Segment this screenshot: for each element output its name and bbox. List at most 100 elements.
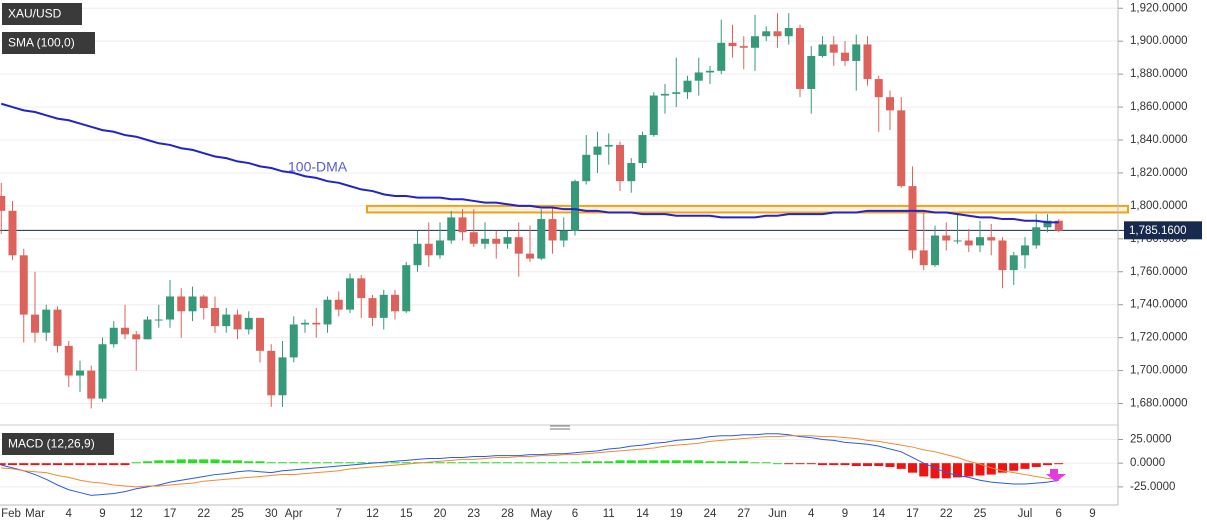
x-tick-label: 9 bbox=[1089, 508, 1095, 520]
candle-body bbox=[514, 237, 523, 254]
histogram-bar bbox=[716, 461, 726, 464]
y-tick-label: 25.0000 bbox=[1130, 434, 1172, 446]
symbol-label: XAU/USD bbox=[8, 7, 62, 21]
candle-body bbox=[278, 357, 287, 396]
resistance-zone bbox=[366, 204, 1129, 214]
x-tick-label: 25 bbox=[231, 508, 244, 520]
candle-body bbox=[64, 345, 73, 376]
histogram-bar bbox=[593, 461, 602, 464]
histogram-bar bbox=[728, 461, 737, 464]
y-tick-label: 1,700.0000 bbox=[1130, 365, 1188, 377]
candle-body bbox=[751, 36, 759, 48]
last-price-label: 1,785.1600 bbox=[1129, 225, 1187, 237]
histogram-bar bbox=[64, 463, 74, 466]
y-tick-label: 0.0000 bbox=[1130, 457, 1165, 469]
x-tick-label: 22 bbox=[940, 508, 953, 520]
candle-body bbox=[897, 110, 906, 187]
histogram-bar bbox=[98, 463, 107, 466]
x-tick-label: 9 bbox=[842, 508, 848, 520]
trend-arrow bbox=[1046, 469, 1066, 482]
histogram-bar bbox=[694, 460, 704, 464]
histogram-bar bbox=[908, 463, 917, 473]
histogram-bar bbox=[941, 463, 951, 479]
histogram-bar bbox=[548, 462, 557, 464]
candle-body bbox=[829, 44, 838, 53]
histogram-bar bbox=[660, 460, 670, 464]
candle-body bbox=[503, 237, 512, 244]
histogram-bar bbox=[761, 462, 771, 464]
x-tick-label: 20 bbox=[434, 508, 447, 520]
candle-body bbox=[188, 296, 197, 312]
x-tick-label: 14 bbox=[872, 508, 885, 520]
candle-body bbox=[931, 235, 939, 266]
candle-body bbox=[481, 238, 489, 244]
x-tick-label: 7 bbox=[336, 508, 342, 520]
histogram-bar bbox=[131, 462, 141, 464]
candle-body bbox=[683, 80, 692, 93]
histogram-bar bbox=[266, 462, 276, 464]
histogram-bar bbox=[255, 461, 265, 464]
y-tick-label: 1,900.0000 bbox=[1130, 35, 1188, 47]
candle-body bbox=[334, 299, 343, 310]
histogram-bar bbox=[536, 462, 546, 464]
y-tick-label: 1,680.0000 bbox=[1130, 398, 1188, 410]
histogram-bar bbox=[953, 463, 962, 478]
histogram-bar bbox=[435, 462, 445, 464]
candle-body bbox=[616, 144, 624, 182]
candle-body bbox=[301, 322, 309, 325]
candle-body bbox=[784, 28, 793, 37]
histogram-bar bbox=[615, 460, 625, 464]
histogram-bar bbox=[818, 463, 827, 466]
histogram-bar bbox=[210, 459, 220, 464]
candle-body bbox=[244, 317, 253, 330]
y-tick-label: 1,740.0000 bbox=[1130, 299, 1188, 311]
histogram-bar bbox=[829, 463, 839, 466]
candle-body bbox=[571, 181, 579, 231]
candle-body bbox=[627, 163, 636, 182]
candle-body bbox=[492, 238, 501, 244]
candle-body bbox=[8, 210, 17, 256]
histogram-bar bbox=[390, 462, 400, 464]
labels-layer: XAU/USD SMA (100,0) MACD (12,26,9) 100-D… bbox=[1, 2, 1202, 520]
histogram-bar bbox=[604, 461, 614, 464]
histogram-bar bbox=[278, 462, 287, 464]
histogram-bar bbox=[154, 460, 164, 464]
y-tick-label: 1,880.0000 bbox=[1130, 68, 1188, 80]
histogram-bar bbox=[143, 461, 152, 464]
histogram-bar bbox=[683, 460, 692, 464]
histogram-bar bbox=[964, 463, 974, 477]
candle-body bbox=[773, 31, 782, 37]
histogram-bar bbox=[896, 463, 906, 469]
x-tick-label: 12 bbox=[130, 508, 143, 520]
histogram-bar bbox=[323, 462, 332, 464]
indicator-box bbox=[2, 32, 95, 54]
candle-body bbox=[1009, 255, 1018, 271]
candle-body bbox=[987, 237, 996, 241]
sma-line bbox=[0, 102, 1059, 224]
candle-body bbox=[807, 56, 816, 89]
histogram-bar bbox=[0, 463, 6, 466]
candle-body bbox=[76, 370, 84, 376]
x-tick-label: 6 bbox=[1056, 508, 1062, 520]
histogram-bar bbox=[75, 463, 85, 466]
histogram-bar bbox=[795, 463, 805, 465]
histogram-bar bbox=[345, 462, 355, 464]
x-tick-label: 11 bbox=[603, 508, 615, 520]
candle-body bbox=[818, 44, 827, 56]
histogram-bar bbox=[784, 463, 794, 465]
histogram-bar bbox=[401, 462, 411, 464]
candle-body bbox=[548, 219, 557, 241]
candle-body bbox=[312, 322, 321, 325]
macd-box bbox=[2, 433, 114, 455]
histogram-bar bbox=[851, 463, 861, 467]
candle-body bbox=[998, 240, 1007, 271]
candle-body bbox=[143, 319, 152, 340]
y-tick-label: 1,820.0000 bbox=[1130, 167, 1188, 179]
candle-body bbox=[0, 196, 6, 211]
candle-body bbox=[728, 42, 737, 47]
candle-body bbox=[526, 253, 534, 259]
macd-line bbox=[1, 433, 1059, 496]
histogram-bar bbox=[30, 463, 40, 466]
